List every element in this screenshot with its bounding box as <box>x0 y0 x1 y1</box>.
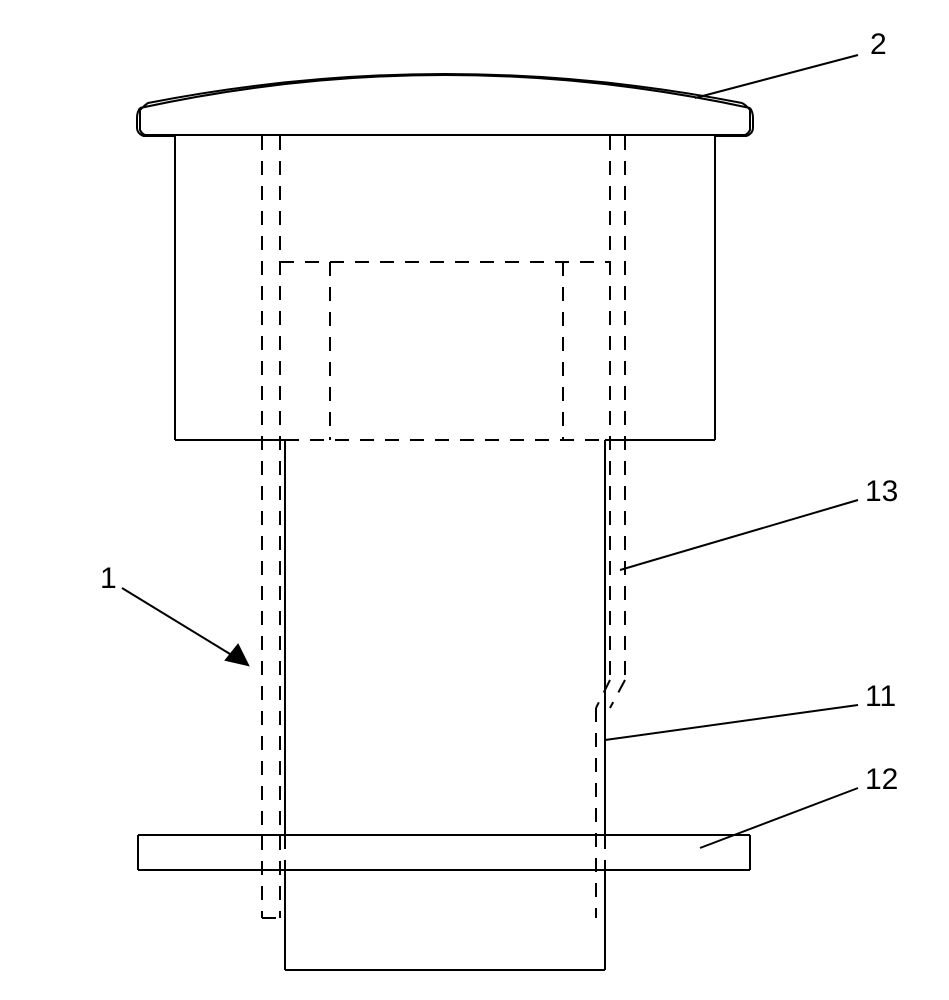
lower-cylinder-part-11 <box>285 440 605 970</box>
main-drawing <box>0 0 949 1000</box>
cap-part-2 <box>140 74 750 135</box>
flange-part-12 <box>138 835 750 870</box>
label-2: 2 <box>870 28 887 62</box>
hidden-lines <box>262 136 625 918</box>
upper-body <box>175 136 715 440</box>
label-1: 1 <box>100 562 117 596</box>
label-12: 12 <box>865 763 898 797</box>
cap-outline <box>137 75 753 136</box>
leader-lines <box>122 55 858 848</box>
label-13: 13 <box>865 475 898 509</box>
label-11: 11 <box>865 680 896 714</box>
drawing-container: 2 1 13 11 12 <box>0 0 949 1000</box>
